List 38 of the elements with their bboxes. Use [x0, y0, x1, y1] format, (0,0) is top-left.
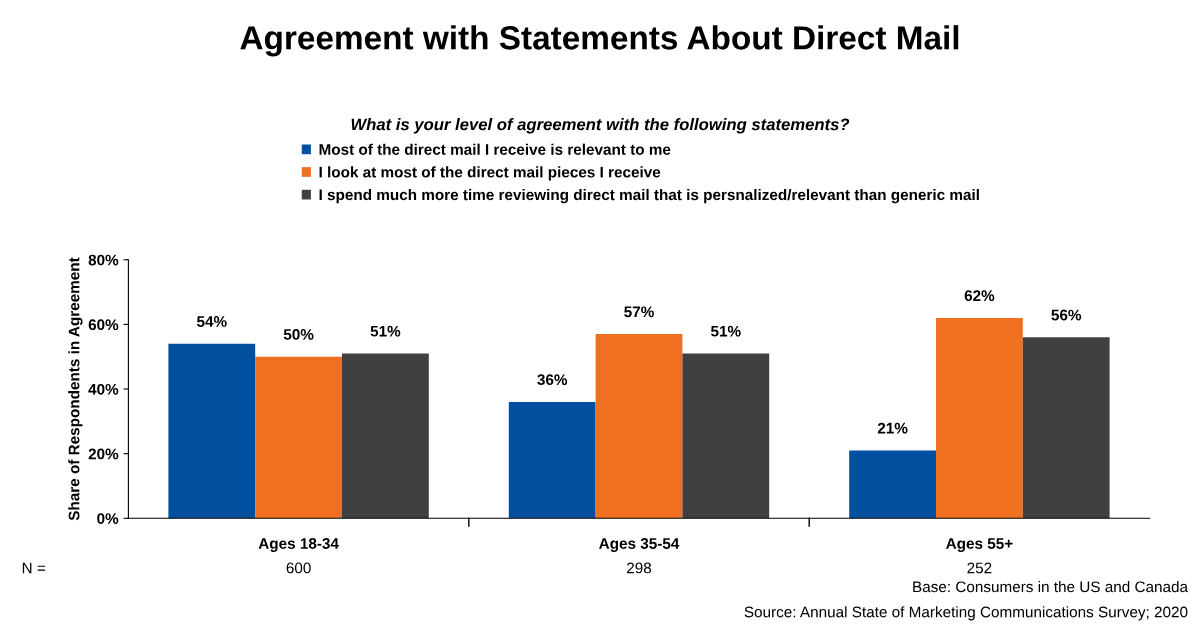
bar — [168, 343, 256, 519]
text: N = — [22, 562, 46, 574]
source-note: Source: Annual State of Marketing Communications Survey; 2020 — [744, 606, 1188, 621]
bar — [255, 356, 342, 519]
data-label: 51% — [710, 325, 741, 337]
text: 252 — [967, 562, 992, 574]
bar — [508, 401, 596, 519]
data-label: 57% — [624, 306, 654, 318]
legend-label: I look at most of the direct mail pieces I receive — [319, 166, 661, 181]
data-label: 62% — [964, 290, 995, 302]
x-tick-label: Ages 35-54 — [599, 538, 680, 552]
x-tick-label: Ages 55+ — [946, 538, 1013, 552]
data-label: 21% — [877, 422, 908, 434]
bar — [849, 450, 936, 519]
chart-title: Agreement with Statements About Direct Mail — [240, 25, 959, 57]
data-label: 50% — [283, 328, 314, 340]
bar — [1022, 337, 1110, 519]
text: 298 — [627, 562, 652, 574]
text: 600 — [286, 562, 311, 574]
y-tick-label: 40% — [88, 383, 119, 395]
data-label: 51% — [370, 325, 401, 337]
text: Base: Consumers in the US and Canada — [913, 580, 1189, 593]
bar — [936, 317, 1023, 519]
chart-subtitle: What is your level of agreement with the following statements? — [351, 118, 850, 134]
y-axis-title: Share of Respondents in Agreement — [68, 257, 83, 521]
bar — [595, 334, 683, 519]
y-tick-label: 80% — [88, 254, 119, 266]
y-tick-label: 0% — [97, 513, 119, 524]
data-label: 36% — [537, 374, 568, 386]
bar — [342, 353, 429, 519]
data-label: 54% — [196, 316, 227, 327]
bar — [682, 353, 770, 519]
legend-label: Most of the direct mail I receive is relevant to me — [319, 143, 671, 155]
legend-label: I spend much more time reviewing direct mail that is persnalized/relevant than generic mail — [319, 188, 979, 204]
data-label: 56% — [1051, 309, 1082, 321]
y-tick-label: 60% — [88, 319, 119, 331]
y-tick-label: 20% — [88, 448, 119, 460]
x-tick-label: Ages 18-34 — [258, 538, 339, 552]
